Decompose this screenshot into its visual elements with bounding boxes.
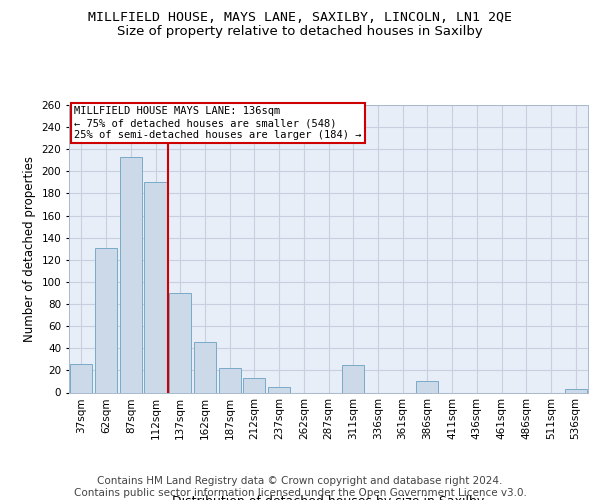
Bar xyxy=(119,157,142,392)
Bar xyxy=(95,248,117,392)
Bar xyxy=(565,389,587,392)
Bar xyxy=(342,365,364,392)
Bar xyxy=(416,382,439,392)
Bar xyxy=(218,368,241,392)
Bar xyxy=(194,342,216,392)
Bar xyxy=(268,387,290,392)
Y-axis label: Number of detached properties: Number of detached properties xyxy=(23,156,36,342)
X-axis label: Distribution of detached houses by size in Saxilby: Distribution of detached houses by size … xyxy=(172,495,485,500)
Bar xyxy=(243,378,265,392)
Text: Contains HM Land Registry data © Crown copyright and database right 2024.
Contai: Contains HM Land Registry data © Crown c… xyxy=(74,476,526,498)
Text: MILLFIELD HOUSE MAYS LANE: 136sqm
← 75% of detached houses are smaller (548)
25%: MILLFIELD HOUSE MAYS LANE: 136sqm ← 75% … xyxy=(74,106,362,140)
Text: Size of property relative to detached houses in Saxilby: Size of property relative to detached ho… xyxy=(117,24,483,38)
Bar xyxy=(145,182,167,392)
Text: MILLFIELD HOUSE, MAYS LANE, SAXILBY, LINCOLN, LN1 2QE: MILLFIELD HOUSE, MAYS LANE, SAXILBY, LIN… xyxy=(88,11,512,24)
Bar xyxy=(70,364,92,392)
Bar xyxy=(169,293,191,392)
